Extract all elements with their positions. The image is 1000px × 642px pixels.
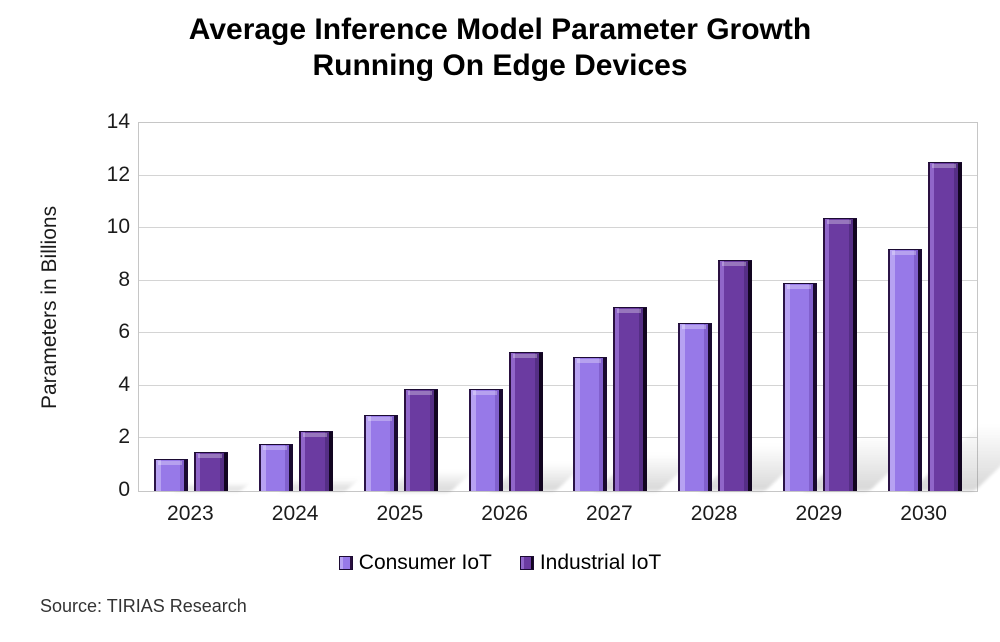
y-tick-label-0: 0 [118,478,130,501]
bar-industrial-iot-2030 [927,162,962,491]
plot-area [138,122,1000,492]
y-tick-label-4: 4 [118,372,130,396]
chart-title-line1: Average Inference Model Parameter Growth [188,13,812,46]
legend-swatch-icon [338,556,353,570]
bar-industrial-iot-2025 [403,388,438,491]
bar-consumer-iot-2028 [678,322,713,491]
y-tick-label-14: 14 [106,110,130,133]
y-tick-label-2: 2 [118,425,130,449]
bar-industrial-iot-2023 [194,451,229,491]
legend-label: Consumer IoT [358,551,492,574]
y-tick-label-12: 12 [106,162,130,186]
bar-industrial-iot-2024 [299,430,334,491]
bar-consumer-iot-2026 [468,388,503,491]
x-tick-label-2023: 2023 [167,502,214,525]
legend-swatch-icon [519,556,534,570]
gridline-4 [139,384,977,386]
bar-consumer-iot-2023 [154,459,189,491]
bar-consumer-iot-2027 [573,356,608,491]
bar-industrial-iot-2026 [508,351,543,491]
gridline-2 [139,437,977,439]
legend-label: Industrial IoT [539,551,662,574]
x-tick-label-2030: 2030 [900,502,947,525]
chart-title-line2: Running On Edge Devices [312,49,688,82]
x-tick-label-2029: 2029 [795,502,843,525]
gridline-10 [139,227,977,229]
x-tick-label-2028: 2028 [690,502,738,525]
bar-consumer-iot-2030 [887,249,922,491]
y-tick-label-6: 6 [118,320,130,344]
bar-industrial-iot-2029 [822,217,857,491]
gridline-6 [139,332,977,334]
bar-consumer-iot-2024 [259,443,294,491]
gridline-8 [139,279,977,281]
gridline-12 [139,174,977,176]
legend: Consumer IoT Industrial IoT [0,551,1000,575]
bar-industrial-iot-2028 [718,259,753,491]
x-tick-label-2026: 2026 [481,502,528,525]
bar-industrial-iot-2027 [613,307,648,491]
legend-item-consumer-iot: Consumer IoT [338,551,492,575]
y-tick-label-10: 10 [106,215,130,239]
bar-consumer-iot-2025 [363,414,398,491]
x-tick-label-2025: 2025 [376,502,424,525]
chart-title: Average Inference Model Parameter Growth… [0,12,1000,84]
y-tick-label-8: 8 [118,267,130,291]
legend-item-industrial-iot: Industrial IoT [519,551,662,575]
source-text: Source: TIRIAS Research [40,596,247,616]
bar-consumer-iot-2029 [782,283,817,491]
x-tick-label-2027: 2027 [586,502,633,525]
x-tick-label-2024: 2024 [271,502,319,525]
